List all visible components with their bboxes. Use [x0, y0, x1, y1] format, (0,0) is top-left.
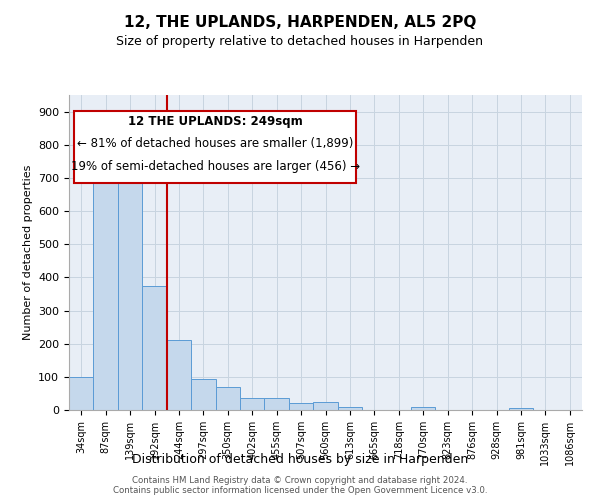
Text: 19% of semi-detached houses are larger (456) →: 19% of semi-detached houses are larger (…	[71, 160, 360, 173]
Y-axis label: Number of detached properties: Number of detached properties	[23, 165, 32, 340]
Text: Size of property relative to detached houses in Harpenden: Size of property relative to detached ho…	[116, 35, 484, 48]
Bar	[338, 406, 362, 410]
Text: ← 81% of detached houses are smaller (1,899): ← 81% of detached houses are smaller (1,…	[77, 138, 353, 150]
Text: Distribution of detached houses by size in Harpenden: Distribution of detached houses by size …	[132, 452, 468, 466]
Text: Contains HM Land Registry data © Crown copyright and database right 2024.
Contai: Contains HM Land Registry data © Crown c…	[113, 476, 487, 495]
Bar	[191, 378, 215, 410]
Bar	[69, 377, 94, 410]
Bar	[167, 340, 191, 410]
Bar	[94, 176, 118, 410]
Bar	[265, 398, 289, 410]
Text: 12, THE UPLANDS, HARPENDEN, AL5 2PQ: 12, THE UPLANDS, HARPENDEN, AL5 2PQ	[124, 15, 476, 30]
Text: 12 THE UPLANDS: 249sqm: 12 THE UPLANDS: 249sqm	[128, 115, 302, 128]
Bar	[142, 286, 167, 410]
Bar	[215, 387, 240, 410]
Bar	[313, 402, 338, 410]
Bar	[289, 404, 313, 410]
Bar	[509, 408, 533, 410]
Bar	[118, 176, 142, 410]
Bar	[411, 406, 436, 410]
Bar	[240, 398, 265, 410]
